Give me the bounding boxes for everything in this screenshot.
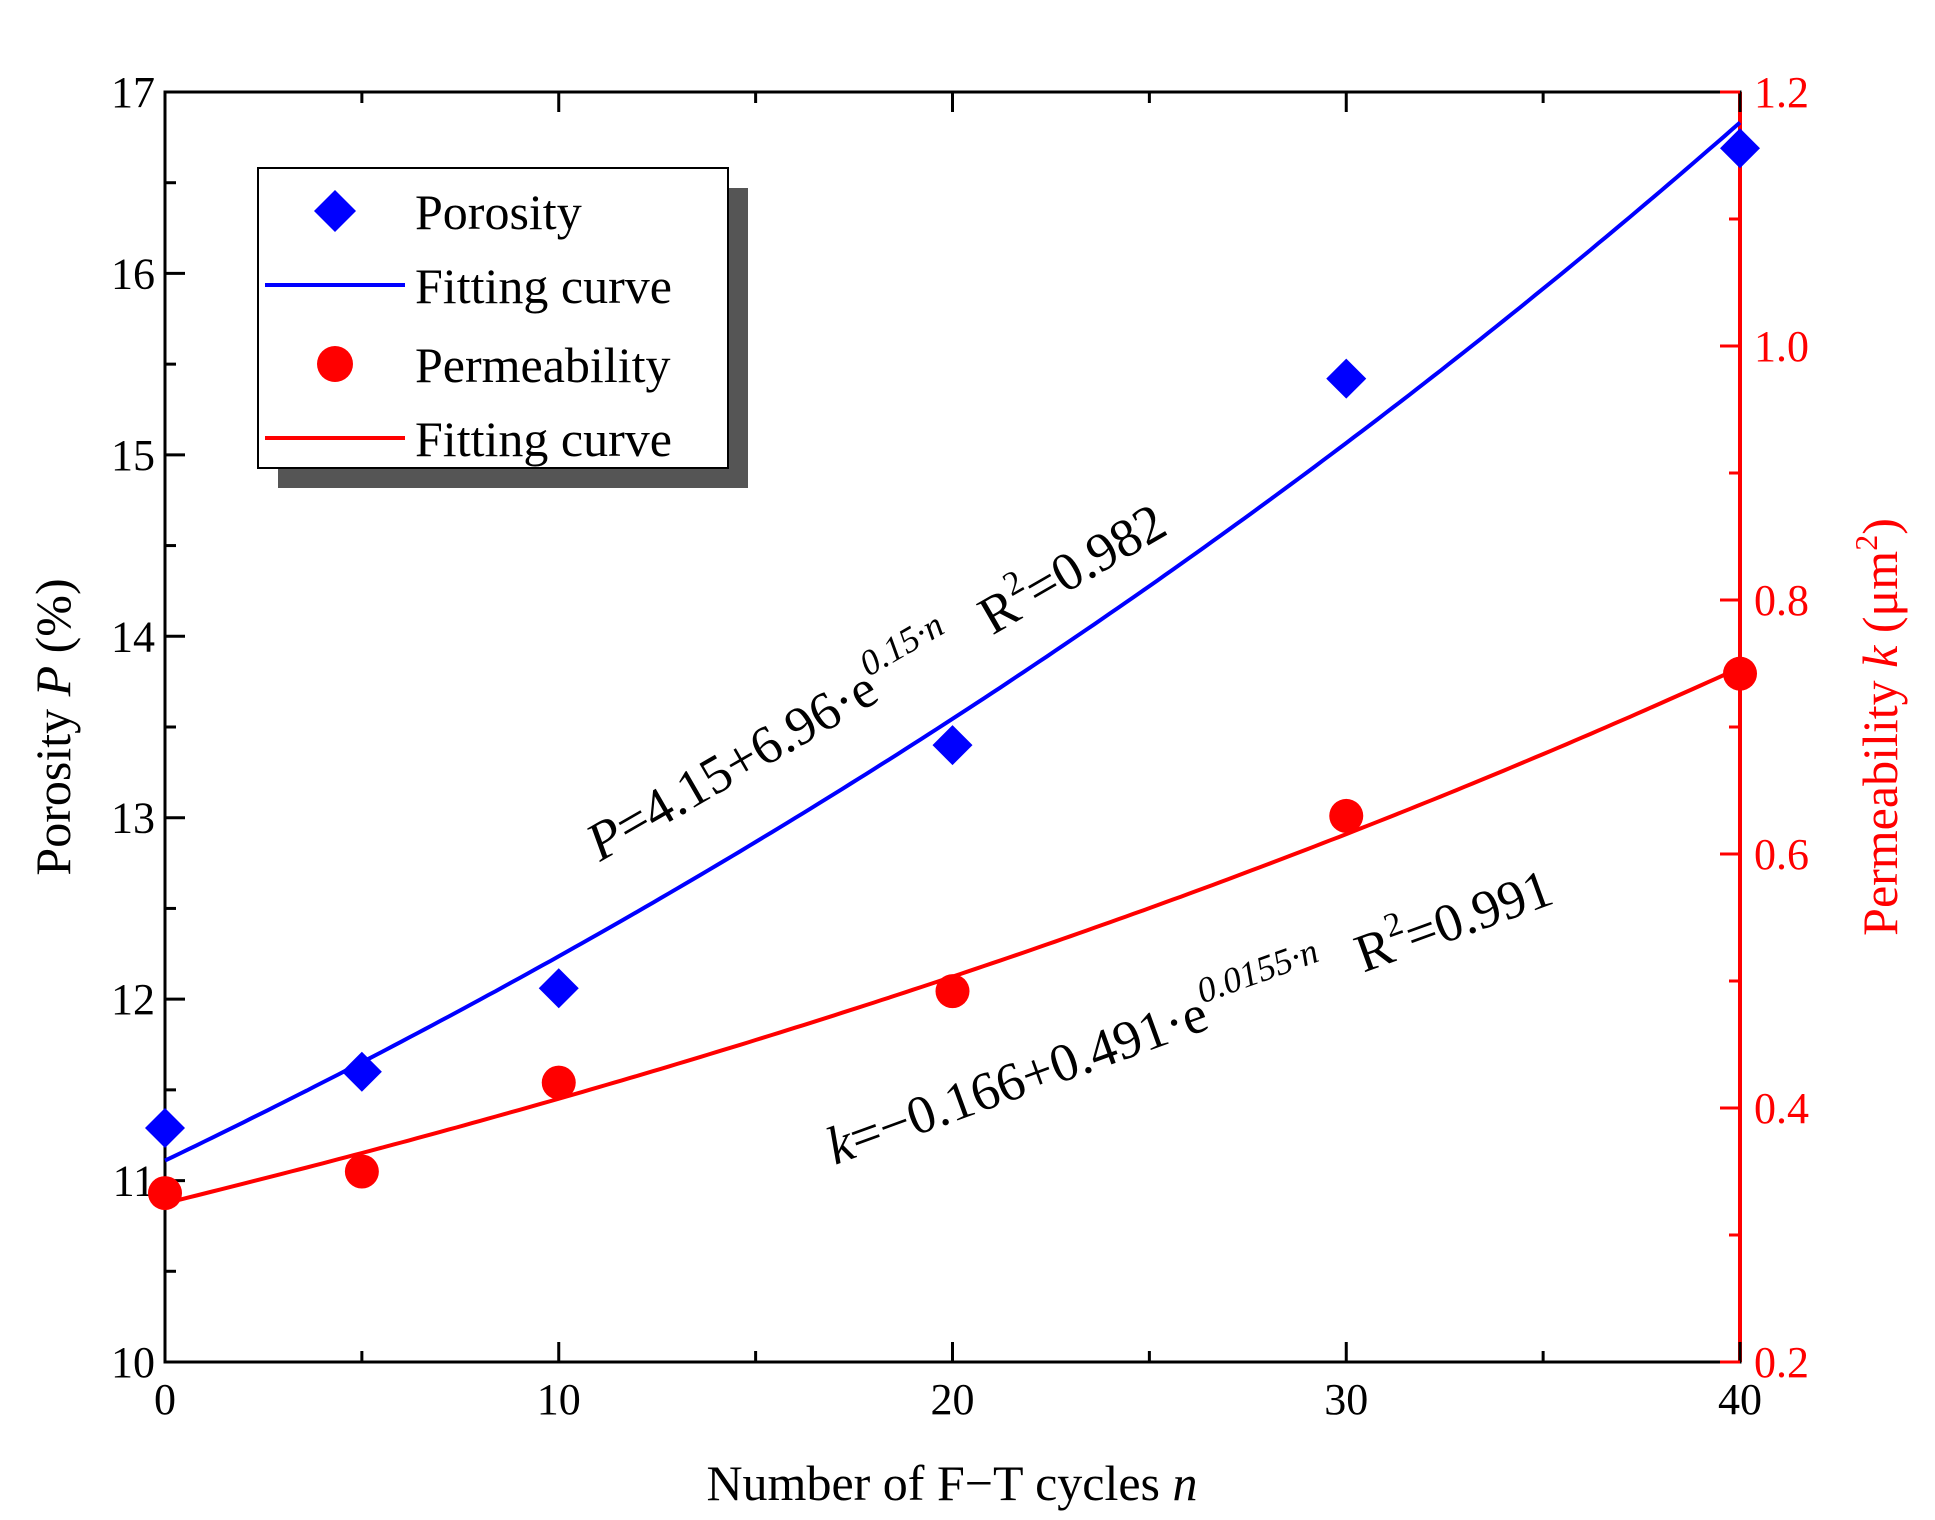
right-axis-title-sup: 2: [1848, 535, 1884, 551]
svg-text:k=−0.166+0.491·e0.0155·nR2=0.9: k=−0.166+0.491·e0.0155·n R2=0.991: [815, 848, 1560, 1176]
x-tick-label: 20: [931, 1375, 975, 1424]
permeability-point: [935, 974, 970, 1009]
x-tick-label: 40: [1718, 1375, 1762, 1424]
y-left-tick-label: 16: [111, 249, 155, 298]
legend-marker-permeability: [317, 346, 353, 382]
right-axis-title-text: Permeability: [1852, 668, 1908, 936]
permeability-eq-exp-coef: 0.0155·: [1191, 937, 1306, 1012]
permeability-point: [1723, 656, 1757, 691]
permeability-eq-r2: =0.991: [1397, 857, 1560, 965]
porosity-point: [1326, 358, 1367, 399]
permeability-fit-equation: k=−0.166+0.491·e0.0155·n R2=0.991: [815, 848, 1561, 1176]
legend-marker-porosity: [314, 190, 356, 232]
y-right-tick-label: 0.6: [1754, 830, 1809, 879]
right-axis-title-group: Permeability k (μm2): [1848, 518, 1908, 936]
x-axis-title: Number of F−T cycles n: [706, 1455, 1197, 1511]
y-left-tick-label: 14: [111, 612, 155, 661]
porosity-point: [538, 968, 579, 1009]
porosity-point: [932, 725, 973, 766]
permeability-point: [1329, 798, 1364, 833]
left-axis-title-var: P: [25, 666, 81, 698]
legend-label-permeability-fit: Fitting curve: [415, 411, 672, 467]
porosity-eq-r2: =0.982: [1014, 492, 1176, 620]
y-right-tick-label: 0.8: [1754, 576, 1809, 625]
y-right-tick-label: 0.4: [1754, 1084, 1809, 1133]
left-axis-title-unit: (%): [25, 578, 81, 665]
svg-text:P=4.15+6.96·e0.15·nR2=0.982: P=4.15+6.96·e0.15·n R2=0.982: [570, 483, 1176, 873]
right-axis-title: Permeability k (μm2): [1848, 518, 1908, 936]
legend: Porosity Fitting curve Permeability Fitt…: [257, 167, 748, 488]
y-right-tick-label: 1.0: [1754, 322, 1809, 371]
legend-label-porosity: Porosity: [415, 184, 582, 240]
porosity-point: [341, 1051, 382, 1092]
left-axis-title-text: Porosity: [25, 696, 81, 875]
y-left-tick-label: 17: [111, 68, 155, 117]
y-right-tick-label: 0.2: [1754, 1338, 1809, 1387]
x-tick-label: 10: [537, 1375, 581, 1424]
right-axis-title-var: k: [1852, 645, 1908, 668]
legend-label-porosity-fit: Fitting curve: [415, 258, 672, 314]
porosity-point: [145, 1107, 185, 1148]
porosity-eq-body: =4.15+6.96·e: [605, 658, 888, 856]
permeability-eq-body: =−0.166+0.491·e: [841, 983, 1215, 1168]
left-axis-title: Porosity P (%): [25, 578, 81, 875]
porosity-fit-equation: P=4.15+6.96·e0.15·n R2=0.982: [570, 483, 1176, 873]
right-axis-title-close: ): [1852, 518, 1908, 535]
left-axis-title-group: Porosity P (%): [25, 578, 81, 875]
y-left-tick-label: 13: [111, 794, 155, 843]
x-axis-title-var: n: [1173, 1455, 1198, 1511]
x-axis-title-text: Number of F−T cycles: [706, 1455, 1172, 1511]
porosity-fit-curve: [164, 120, 1742, 1163]
x-tick-label: 0: [154, 1375, 176, 1424]
permeability-point: [148, 1176, 182, 1211]
right-axis-title-unit: (μm: [1852, 551, 1908, 646]
permeability-point: [541, 1065, 576, 1100]
legend-label-permeability: Permeability: [415, 337, 671, 393]
y-left-tick-label: 12: [111, 975, 155, 1024]
porosity-point: [1720, 128, 1760, 169]
permeability-point: [344, 1154, 379, 1189]
y-left-tick-label: 15: [111, 431, 155, 480]
y-left-tick-label: 10: [111, 1338, 155, 1387]
y-left-tick-label: 11: [113, 1157, 155, 1206]
y-right-tick-label: 1.2: [1754, 68, 1809, 117]
x-tick-label: 30: [1324, 1375, 1368, 1424]
